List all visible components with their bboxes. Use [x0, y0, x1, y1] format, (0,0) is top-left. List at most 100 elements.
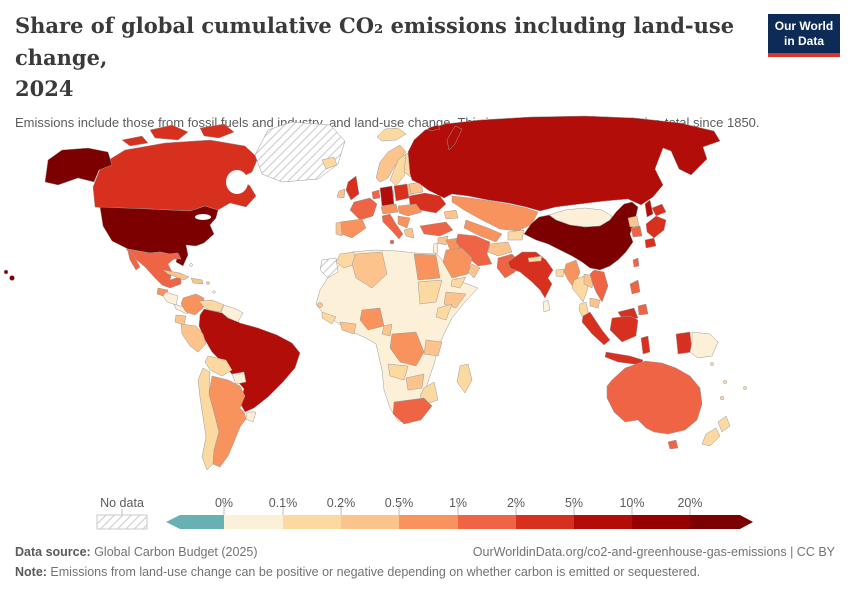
country-vietnam[interactable]: [589, 269, 609, 303]
country-israel-jordan[interactable]: [432, 242, 439, 255]
country-new-zealand-south[interactable]: [701, 427, 721, 447]
country-zambia[interactable]: [405, 373, 425, 391]
country-taiwan[interactable]: [632, 257, 640, 268]
country-australia[interactable]: [606, 360, 703, 435]
country-turkey[interactable]: [419, 221, 454, 237]
country-vanuatu[interactable]: [723, 380, 727, 384]
country-germany[interactable]: [379, 185, 395, 207]
country-honduras-nicaragua[interactable]: [162, 291, 179, 306]
country-russia-novaya-zemlya[interactable]: [446, 125, 463, 151]
country-paraguay[interactable]: [231, 371, 247, 385]
country-uruguay[interactable]: [245, 411, 257, 423]
country-canada-arctic-island-2[interactable]: [199, 123, 235, 139]
country-nigeria[interactable]: [359, 307, 385, 331]
country-philippines-mindanao[interactable]: [637, 303, 649, 316]
country-iran[interactable]: [455, 233, 493, 267]
country-guinea-region[interactable]: [321, 311, 337, 325]
country-ecuador[interactable]: [174, 314, 187, 326]
country-russia[interactable]: [407, 115, 721, 212]
country-italy[interactable]: [381, 213, 404, 240]
country-indonesia-java[interactable]: [604, 351, 644, 366]
country-nepal[interactable]: [527, 255, 543, 263]
country-netherlands-belgium[interactable]: [371, 189, 381, 200]
country-north-korea[interactable]: [627, 215, 640, 228]
country-dr-congo[interactable]: [389, 331, 425, 367]
legend-bin-0[interactable]: [224, 515, 283, 529]
country-yemen[interactable]: [450, 276, 467, 289]
country-madagascar[interactable]: [456, 363, 473, 394]
country-greenland[interactable]: [254, 121, 346, 183]
country-egypt[interactable]: [413, 253, 441, 281]
country-indonesia-sumatra[interactable]: [581, 311, 611, 346]
country-kyrgyzstan-tajikistan[interactable]: [507, 229, 525, 241]
country-india[interactable]: [507, 251, 554, 299]
country-sudan[interactable]: [417, 279, 443, 305]
country-indonesia-west-papua[interactable]: [675, 331, 693, 355]
country-mexico-baja[interactable]: [127, 251, 141, 271]
country-cameroon[interactable]: [381, 323, 393, 337]
country-uzbekistan-turkmenistan[interactable]: [463, 219, 503, 243]
country-south-africa[interactable]: [392, 397, 433, 425]
legend-bin-1[interactable]: [283, 515, 341, 529]
country-bangladesh[interactable]: [555, 268, 565, 278]
country-new-zealand-north[interactable]: [717, 415, 731, 433]
country-sicily[interactable]: [389, 239, 395, 245]
country-japan-kyushu[interactable]: [644, 237, 657, 249]
country-bahamas[interactable]: [189, 263, 193, 267]
country-hispaniola[interactable]: [190, 277, 204, 285]
country-ethiopia[interactable]: [443, 291, 467, 309]
country-algeria[interactable]: [351, 251, 388, 289]
country-iceland[interactable]: [321, 156, 338, 170]
country-mexico[interactable]: [125, 248, 182, 289]
legend-bin-2[interactable]: [341, 515, 399, 529]
country-saudi-arabia[interactable]: [442, 247, 473, 279]
country-syria[interactable]: [437, 235, 449, 246]
country-lesser-antilles[interactable]: [212, 290, 216, 294]
country-indonesia-sulawesi[interactable]: [640, 335, 651, 355]
country-united-kingdom[interactable]: [345, 175, 360, 201]
country-bolivia[interactable]: [204, 355, 233, 377]
country-svalbard[interactable]: [376, 127, 407, 142]
country-balkans[interactable]: [397, 215, 411, 229]
country-russia-franz-josef[interactable]: [427, 124, 441, 132]
country-kenya[interactable]: [435, 303, 453, 321]
legend-bin-7[interactable]: [632, 515, 690, 529]
country-morocco[interactable]: [335, 251, 357, 269]
country-philippines-luzon[interactable]: [629, 279, 641, 295]
country-romania-hungary[interactable]: [397, 203, 423, 217]
country-guyanas[interactable]: [220, 304, 244, 323]
country-ghana-ivory[interactable]: [339, 321, 357, 335]
country-angola[interactable]: [387, 363, 409, 381]
source-link[interactable]: OurWorldinData.org/co2-and-greenhouse-ga…: [472, 545, 835, 559]
country-canada-arctic-island-1[interactable]: [149, 124, 189, 141]
country-senegal[interactable]: [317, 302, 323, 308]
country-japan-honshu[interactable]: [645, 215, 667, 239]
legend-bin-4[interactable]: [458, 515, 516, 529]
country-peru[interactable]: [180, 323, 207, 353]
legend-bin-6[interactable]: [574, 515, 632, 529]
country-oman[interactable]: [467, 263, 481, 279]
country-japan-hokkaido[interactable]: [651, 203, 667, 217]
country-papua-new-guinea[interactable]: [689, 331, 719, 359]
country-south-korea[interactable]: [630, 225, 643, 238]
country-tasmania[interactable]: [667, 439, 679, 450]
country-norway[interactable]: [375, 144, 407, 183]
country-ireland[interactable]: [336, 188, 346, 199]
owid-logo[interactable]: Our World in Data: [768, 14, 840, 57]
country-canada-arctic-island-3[interactable]: [121, 135, 149, 147]
country-cambodia[interactable]: [589, 297, 601, 309]
legend-no-data-swatch[interactable]: [96, 514, 148, 530]
country-czech-austria[interactable]: [380, 203, 399, 215]
country-france[interactable]: [349, 197, 378, 221]
country-western-sahara[interactable]: [319, 257, 339, 279]
country-greece[interactable]: [403, 227, 415, 239]
country-colombia[interactable]: [180, 293, 205, 316]
country-fiji[interactable]: [743, 386, 747, 390]
country-poland[interactable]: [393, 183, 410, 202]
country-new-caledonia[interactable]: [719, 395, 725, 401]
country-usa-alaska[interactable]: [44, 147, 113, 186]
country-sri-lanka[interactable]: [542, 299, 551, 313]
country-spain[interactable]: [338, 218, 367, 239]
country-afghanistan[interactable]: [487, 241, 513, 257]
country-indonesia-kalimantan[interactable]: [609, 315, 639, 343]
